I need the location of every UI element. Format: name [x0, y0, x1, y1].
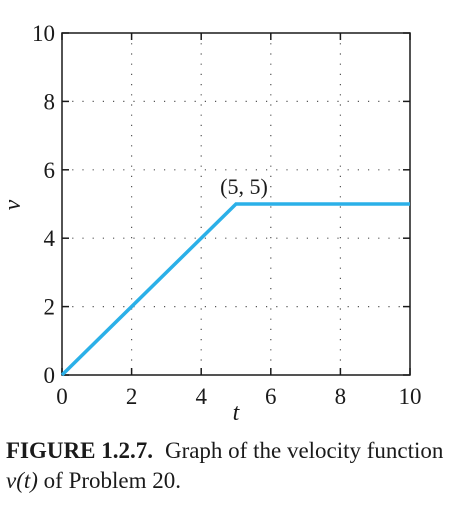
caption-text-before: Graph of the velocity function [164, 438, 444, 463]
y-tick-label: 0 [44, 363, 56, 388]
y-axis-label: v [0, 199, 26, 210]
x-tick-label: 0 [56, 384, 68, 409]
figure-caption: FIGURE 1.2.7. Graph of the velocity funct… [6, 436, 471, 496]
caption-label: FIGURE 1.2.7. [6, 438, 153, 463]
point-annotation: (5, 5) [220, 174, 268, 199]
y-tick-label: 6 [44, 158, 56, 183]
y-tick-label: 8 [44, 89, 56, 114]
caption-text-after: of Problem 20. [37, 468, 182, 493]
series-lines [60, 202, 410, 377]
velocity-chart: 0 2 4 6 8 10 0 2 4 6 8 10 (5, 5) t v [0, 21, 422, 426]
x-tick-label: 4 [195, 384, 207, 409]
grid-lines [62, 33, 410, 375]
x-axis-label: t [233, 400, 241, 426]
x-tick-label: 10 [399, 384, 422, 409]
y-tick-label: 4 [44, 226, 56, 251]
axis-ticks [61, 32, 411, 376]
x-tick-label: 6 [265, 384, 277, 409]
y-tick-labels: 0 2 4 6 8 10 [32, 21, 56, 388]
y-tick-label: 2 [44, 295, 56, 320]
x-tick-label: 8 [335, 384, 347, 409]
velocity-line [60, 202, 410, 377]
x-tick-labels: 0 2 4 6 8 10 [56, 384, 421, 409]
y-tick-label: 10 [32, 21, 55, 46]
caption-function: v(t) [6, 468, 38, 493]
x-tick-label: 2 [126, 384, 138, 409]
